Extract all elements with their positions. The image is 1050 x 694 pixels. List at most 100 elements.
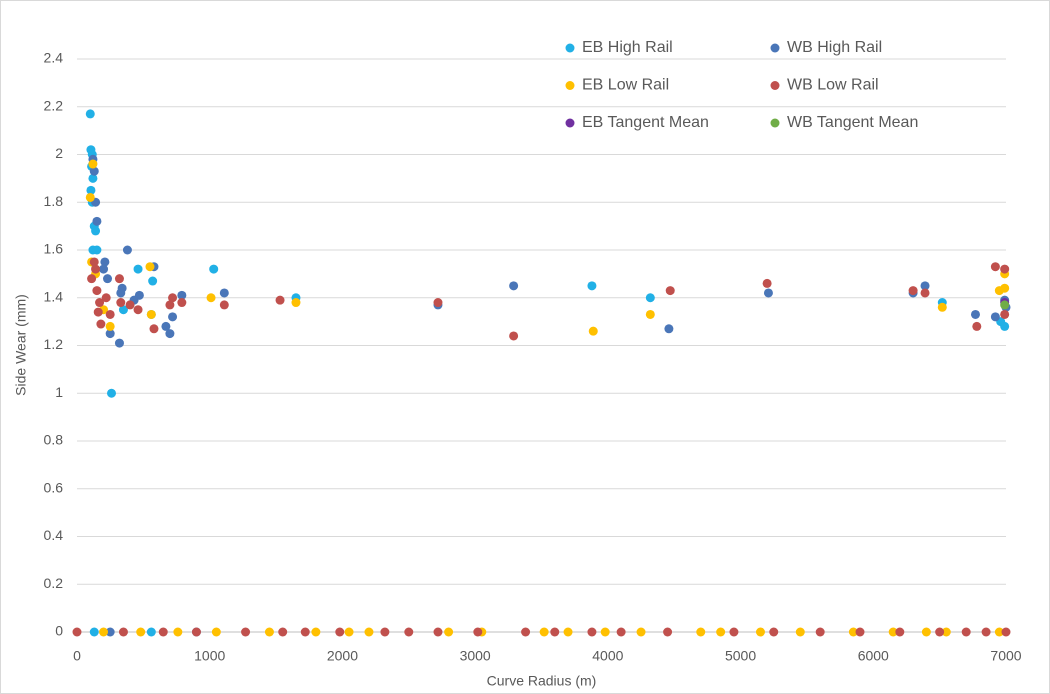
x-tick-label: 2000: [327, 648, 358, 664]
point: [404, 627, 414, 637]
point: [291, 298, 301, 308]
point: [85, 192, 95, 202]
point: [88, 159, 98, 169]
point: [645, 293, 655, 303]
point: [990, 262, 1000, 272]
point: [158, 627, 168, 637]
legend-label: EB Tangent Mean: [582, 114, 709, 131]
point: [311, 627, 321, 637]
point: [264, 627, 274, 637]
x-tick-label: 0: [73, 648, 81, 664]
point: [116, 288, 126, 298]
point: [815, 627, 825, 637]
point: [99, 627, 109, 637]
point: [550, 627, 560, 637]
point: [133, 264, 143, 274]
point: [87, 274, 97, 284]
point: [133, 305, 143, 315]
point: [981, 627, 991, 637]
point: [433, 627, 443, 637]
x-tick-label: 6000: [858, 648, 889, 664]
point: [134, 290, 144, 300]
point: [219, 288, 229, 298]
point: [99, 264, 109, 274]
point: [990, 312, 1000, 322]
point: [616, 627, 626, 637]
point: [101, 293, 111, 303]
point: [149, 324, 159, 334]
point: [165, 329, 175, 339]
point: [729, 627, 739, 637]
point: [509, 281, 519, 291]
point: [146, 309, 156, 319]
x-axis-title: Curve Radius (m): [487, 673, 597, 689]
point: [895, 627, 905, 637]
point: [173, 627, 183, 637]
y-tick-label: 0: [55, 623, 63, 639]
point: [89, 166, 99, 176]
point: [118, 627, 128, 637]
legend-label: WB High Rail: [787, 39, 882, 56]
point: [763, 288, 773, 298]
point: [755, 627, 765, 637]
y-tick-label: 2.4: [44, 50, 64, 66]
point: [89, 257, 99, 267]
point: [114, 274, 124, 284]
point: [177, 298, 187, 308]
point: [1000, 283, 1010, 293]
y-tick-label: 1.6: [44, 241, 64, 257]
point: [275, 295, 285, 305]
point: [795, 627, 805, 637]
legend-marker: [565, 43, 575, 53]
point: [1000, 300, 1010, 310]
point: [136, 627, 146, 637]
point: [211, 627, 221, 637]
point: [762, 278, 772, 288]
point: [125, 300, 135, 310]
point: [168, 312, 178, 322]
point: [105, 321, 115, 331]
point: [91, 226, 101, 236]
legend-label: WB Low Rail: [787, 77, 879, 94]
legend-marker: [770, 81, 780, 90]
point: [114, 338, 124, 348]
point: [146, 627, 156, 637]
point: [665, 286, 675, 296]
point: [177, 290, 187, 300]
point: [145, 262, 155, 272]
point: [96, 319, 106, 329]
point: [95, 298, 105, 308]
point: [539, 627, 549, 637]
point: [148, 276, 158, 286]
point: [935, 627, 945, 637]
x-tick-label: 1000: [194, 648, 225, 664]
point: [86, 185, 96, 195]
point: [961, 627, 971, 637]
point: [587, 281, 597, 291]
point: [85, 109, 95, 119]
y-tick-label: 1: [55, 384, 63, 400]
point: [921, 627, 931, 637]
point: [433, 298, 443, 308]
y-tick-label: 0.6: [44, 479, 64, 495]
point: [380, 627, 390, 637]
legend-marker: [770, 118, 780, 128]
point: [91, 264, 101, 274]
point: [72, 627, 82, 637]
point: [848, 627, 858, 637]
point: [209, 264, 219, 274]
point: [994, 627, 1004, 637]
point: [335, 627, 345, 637]
point: [941, 627, 951, 637]
point: [93, 307, 103, 317]
point: [116, 298, 126, 308]
point: [118, 305, 128, 315]
point: [92, 245, 102, 255]
point: [278, 627, 288, 637]
y-tick-label: 1.8: [44, 193, 64, 209]
point: [161, 321, 171, 331]
point: [888, 627, 898, 637]
point: [191, 627, 201, 637]
legend-label: EB High Rail: [582, 39, 673, 56]
